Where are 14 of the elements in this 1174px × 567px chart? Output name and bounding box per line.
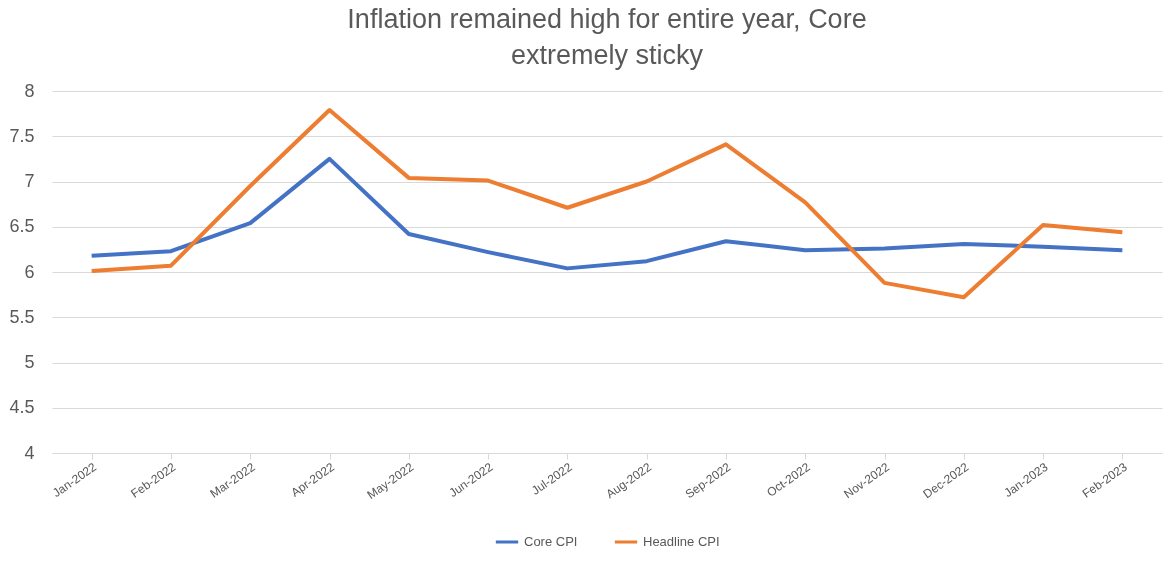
y-tick-label: 7	[24, 171, 35, 191]
y-tick-label: 4.5	[9, 397, 35, 418]
legend-label: Headline CPI	[643, 534, 720, 549]
line-series	[89, 108, 1125, 300]
y-tick-label: 5	[24, 352, 35, 372]
legend-label: Core CPI	[524, 534, 578, 549]
chart-title: Inflation remained high for entire year, Core extremely sticky	[347, 4, 867, 70]
y-tick-label: 6.5	[9, 216, 35, 237]
line-series	[89, 156, 1125, 271]
y-tick-label: 7.5	[9, 125, 35, 146]
y-tick-label: 6	[24, 261, 35, 282]
y-tick-label: 4	[24, 442, 35, 463]
y-tick-label: 5.5	[9, 306, 35, 327]
y-tick-label: 8	[24, 80, 35, 101]
